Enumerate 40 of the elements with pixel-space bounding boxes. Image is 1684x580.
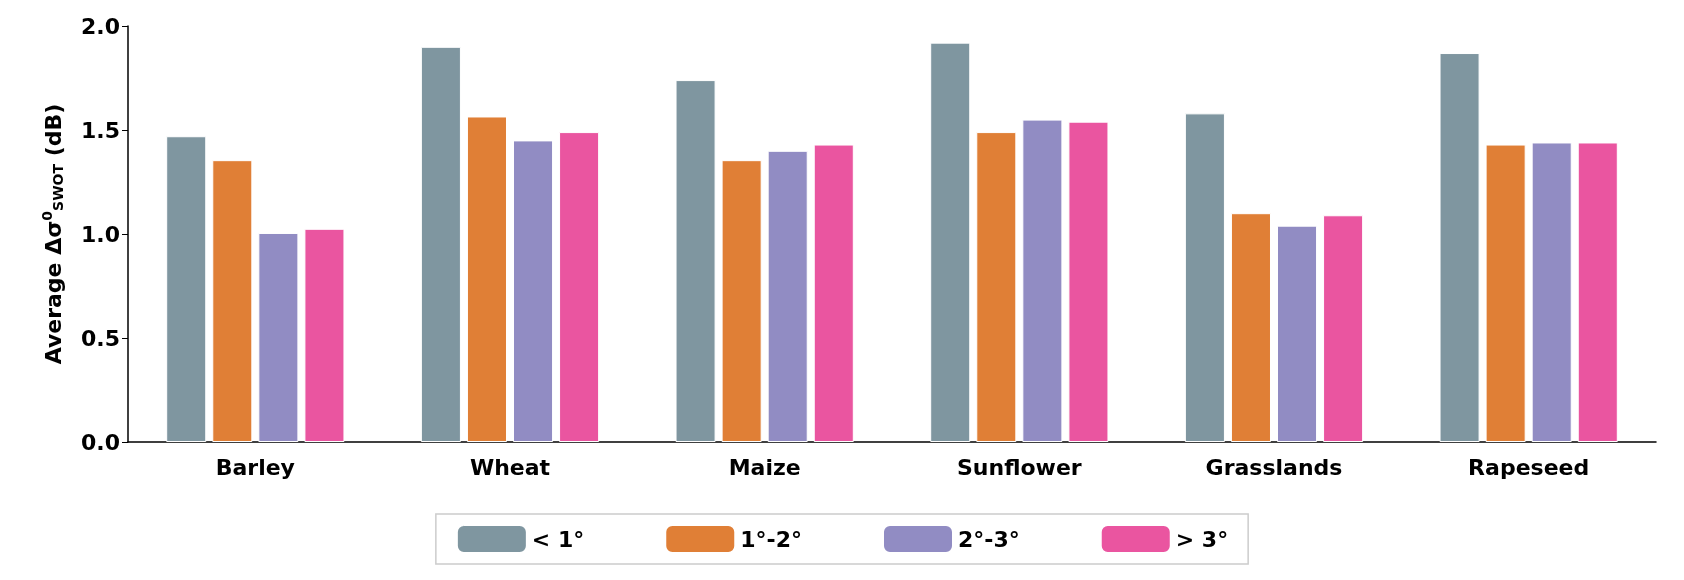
bar — [420, 46, 461, 442]
bar — [675, 80, 716, 442]
bar — [304, 228, 345, 442]
bar — [1068, 121, 1109, 442]
bar — [466, 116, 507, 442]
legend-label: < 1° — [531, 526, 585, 552]
bar — [258, 232, 299, 442]
bar — [721, 160, 762, 442]
bar — [1577, 142, 1618, 442]
legend-label: > 3° — [1175, 526, 1229, 552]
bar — [1485, 144, 1526, 442]
legend-label: 2°-3° — [958, 526, 1020, 552]
y-tick-label: 1.0 — [81, 221, 120, 247]
y-tick-label: 0.5 — [81, 325, 120, 351]
x-tick-label: Barley — [215, 454, 295, 480]
x-tick-label: Rapeseed — [1468, 454, 1590, 480]
bar — [1184, 113, 1225, 442]
bar — [930, 42, 971, 442]
x-tick-label: Sunflower — [956, 454, 1082, 480]
x-tick-label: Wheat — [469, 454, 551, 480]
bar — [767, 150, 808, 442]
bar — [1022, 119, 1063, 442]
y-axis-title: Average Δσ0SWOT (dB) — [39, 103, 66, 365]
x-tick-label: Grasslands — [1205, 454, 1343, 480]
bar — [813, 144, 854, 442]
y-tick-label: 1.5 — [81, 117, 120, 143]
bar — [1323, 215, 1364, 442]
bar — [559, 132, 600, 442]
bar — [976, 132, 1017, 442]
bar — [212, 160, 253, 442]
bar — [1531, 142, 1572, 442]
bar — [166, 136, 207, 442]
bar — [513, 140, 554, 442]
legend-label: 1°-2° — [740, 526, 802, 552]
y-tick-label: 2.0 — [81, 13, 120, 39]
bar — [1277, 225, 1318, 442]
bar — [1439, 53, 1480, 442]
y-tick-label: 0.0 — [81, 429, 120, 455]
x-tick-label: Maize — [728, 454, 801, 480]
bar — [1230, 213, 1271, 442]
